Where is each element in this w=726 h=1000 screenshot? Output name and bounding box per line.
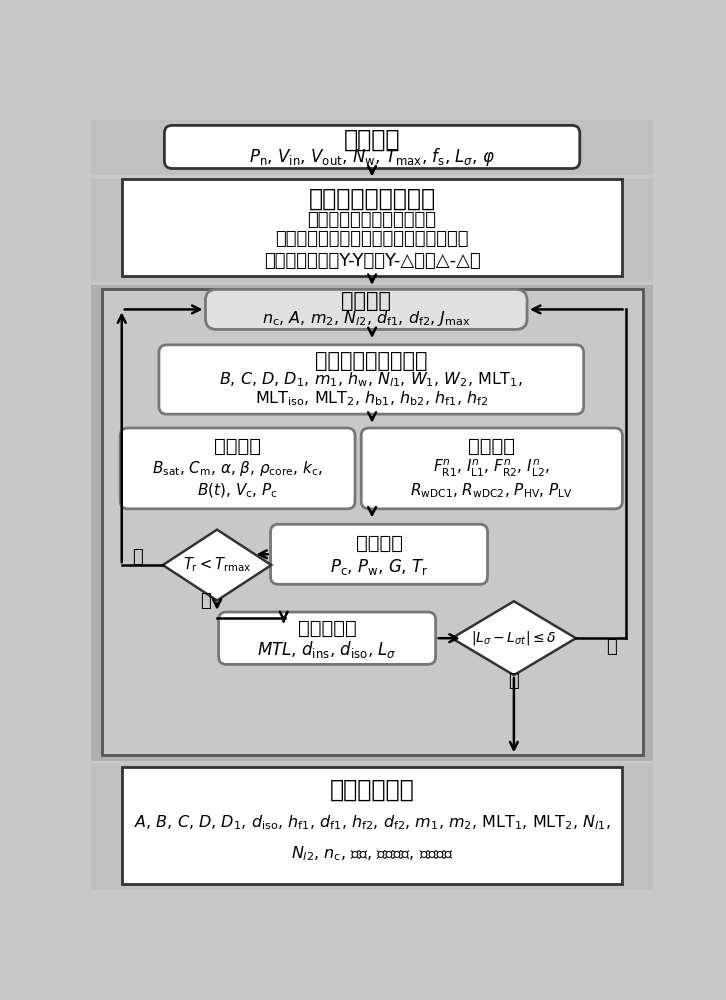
Text: $N_{l2}$, $n_{\mathrm{c}}$, 效率, 功率密度, 最大温升: $N_{l2}$, $n_{\mathrm{c}}$, 效率, 功率密度, 最大… [291,844,453,863]
Text: $A$, $B$, $C$, $D$, $D_1$, $d_{\mathrm{iso}}$, $h_{\mathrm{f1}}$, $d_{\mathrm{f1: $A$, $B$, $C$, $D$, $D_1$, $d_{\mathrm{i… [134,814,611,832]
Text: $\mathrm{MLT}_{\mathrm{iso}}$, $\mathrm{MLT}_2$, $h_{\mathrm{b1}}$, $h_{\mathrm{: $\mathrm{MLT}_{\mathrm{iso}}$, $\mathrm{… [255,390,488,408]
FancyBboxPatch shape [271,524,488,584]
Text: 铁心损耗: 铁心损耗 [214,437,261,456]
FancyBboxPatch shape [362,428,622,509]
Text: 绕组联接方式：Y-Y型、Y-△型、△-△型: 绕组联接方式：Y-Y型、Y-△型、△-△型 [264,252,481,270]
Text: 是: 是 [508,672,519,690]
Text: 绕组损耗: 绕组损耗 [468,437,515,456]
Polygon shape [163,530,272,600]
Text: 铁心结构：双框式；四框式: 铁心结构：双框式；四框式 [308,211,436,229]
Text: 否: 否 [606,638,617,656]
Text: $T_{\mathrm{r}}<T_{\mathrm{rmax}}$: $T_{\mathrm{r}}<T_{\mathrm{rmax}}$ [183,556,251,574]
Text: $MTL$, $d_{\mathrm{ins}}$, $d_{\mathrm{iso}}$, $L_{\sigma}$: $MTL$, $d_{\mathrm{ins}}$, $d_{\mathrm{i… [257,639,397,660]
Text: 否: 否 [132,548,142,566]
Polygon shape [452,601,576,675]
Text: $|L_{\sigma}-L_{\sigma t}|\leq\delta$: $|L_{\sigma}-L_{\sigma t}|\leq\delta$ [471,629,557,647]
FancyBboxPatch shape [159,345,584,414]
FancyBboxPatch shape [164,125,580,169]
Text: 系统参数: 系统参数 [344,128,400,152]
Bar [91,285,653,761]
Text: 铁心和绕组尺寸计算: 铁心和绕组尺寸计算 [315,351,428,371]
FancyBboxPatch shape [121,428,355,509]
Text: $n_{\mathrm{c}}$, $A$, $m_2$, $N_{l2}$, $d_{\mathrm{f1}}$, $d_{\mathrm{f2}}$, $J: $n_{\mathrm{c}}$, $A$, $m_2$, $N_{l2}$, … [262,309,470,328]
Text: 是: 是 [200,592,211,610]
Text: $B_{\mathrm{sat}}$, $C_{\mathrm{m}}$, $\alpha$, $\beta$, $\rho_{\mathrm{core}}$,: $B_{\mathrm{sat}}$, $C_{\mathrm{m}}$, $\… [152,459,323,478]
Text: 铁心材料：非晶、纳米晶、铁氧体、硅钢: 铁心材料：非晶、纳米晶、铁氧体、硅钢 [275,230,469,248]
FancyBboxPatch shape [102,289,643,755]
Text: $B$, $C$, $D$, $D_1$, $m_1$, $h_{\mathrm{w}}$, $N_{l1}$, $W_1$, $W_2$, $\mathrm{: $B$, $C$, $D$, $D_1$, $m_1$, $h_{\mathrm… [219,370,523,389]
Bar [91,179,653,282]
Text: $B(t)$, $V_{\mathrm{c}}$, $P_{\mathrm{c}}$: $B(t)$, $V_{\mathrm{c}}$, $P_{\mathrm{c}… [197,482,278,500]
FancyBboxPatch shape [205,289,527,329]
Bar [122,179,622,276]
Bar [91,764,653,890]
Text: 铁心和绕组拓扑结构: 铁心和绕组拓扑结构 [309,187,436,211]
Bar [122,767,622,884]
Bar [91,120,653,175]
Text: $P_{\mathrm{n}}$, $V_{\mathrm{in}}$, $V_{\mathrm{out}}$, $N_{\mathrm{w}}$, $T_{\: $P_{\mathrm{n}}$, $V_{\mathrm{in}}$, $V_… [249,146,495,168]
Text: $P_{\mathrm{c}}$, $P_{\mathrm{w}}$, $G$, $T_{\mathrm{r}}$: $P_{\mathrm{c}}$, $P_{\mathrm{w}}$, $G$,… [330,557,428,577]
Text: $F^n_{\mathrm{R1}}$, $I^n_{\mathrm{L1}}$, $F^n_{\mathrm{R2}}$, $I^n_{\mathrm{L2}: $F^n_{\mathrm{R1}}$, $I^n_{\mathrm{L1}}$… [433,458,550,479]
Text: 输出设计结果: 输出设计结果 [330,778,415,802]
Text: 温升控制: 温升控制 [356,534,402,553]
FancyBboxPatch shape [219,612,436,664]
Text: 扫描参数: 扫描参数 [341,291,391,311]
Text: $R_{\mathrm{wDC1}}$, $R_{\mathrm{wDC2}}$, $P_{\mathrm{HV}}$, $P_{\mathrm{LV}}$: $R_{\mathrm{wDC1}}$, $R_{\mathrm{wDC2}}$… [410,482,574,500]
Text: 漏电感控制: 漏电感控制 [298,619,356,638]
